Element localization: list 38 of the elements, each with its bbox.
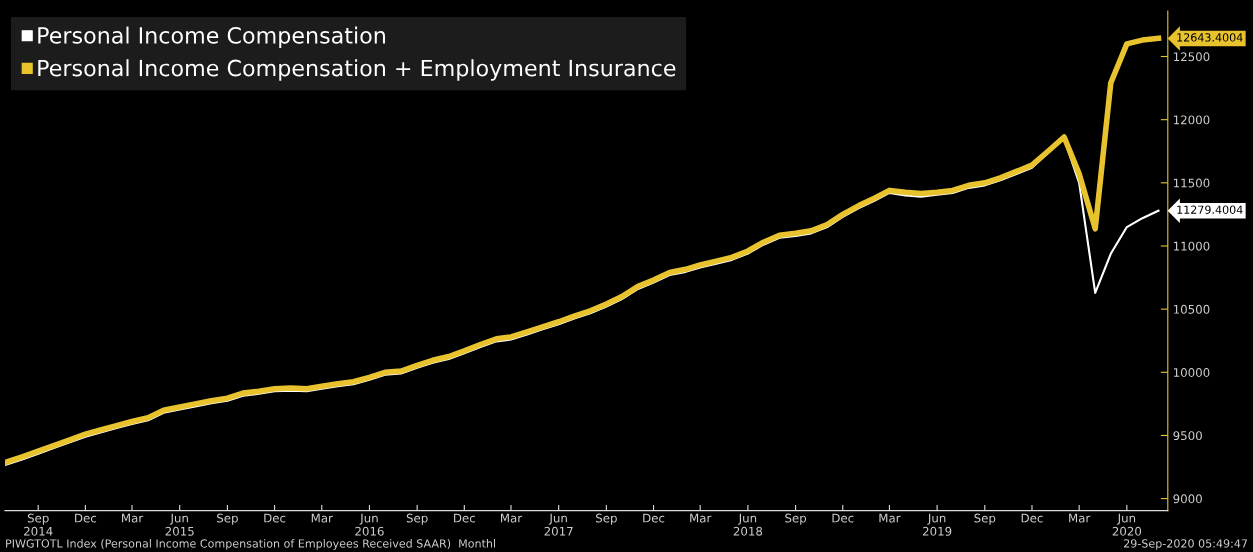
- x-tick-label: Sep 2014: [24, 513, 53, 536]
- y-tick-label: 10500: [1173, 304, 1210, 314]
- legend-label: Personal Income Compensation: [38, 26, 385, 49]
- data-label: 12643.4004: [1177, 33, 1243, 42]
- x-tick-label: Mar: [311, 513, 333, 523]
- y-tick-label: 12500: [1173, 52, 1210, 62]
- data-label: 11279.4004: [1177, 205, 1243, 214]
- x-tick-label: Sep: [596, 513, 617, 525]
- x-tick-label: Dec: [832, 513, 854, 523]
- x-tick-label: Sep: [974, 513, 996, 525]
- x-tick-label: Sep: [406, 513, 428, 525]
- text: PIWGTOTL Index (Personal Income Compensation of Employees Received SAAR) Monthl: [6, 539, 496, 550]
- x-tick-label: Jun 2015: [165, 513, 194, 536]
- x-tick-label: Dec: [643, 513, 665, 523]
- x-tick-label: Dec: [1021, 513, 1043, 523]
- x-tick-label: Jun 2017: [544, 513, 573, 536]
- x-tick-label: Jun 2020: [1112, 513, 1142, 536]
- y-tick-label: 9500: [1173, 431, 1202, 441]
- y-tick-label: 11000: [1173, 241, 1210, 251]
- x-tick-label: Dec: [75, 513, 97, 523]
- x-tick-label: Mar: [501, 513, 523, 523]
- x-tick-label: Jun 2016: [355, 513, 384, 536]
- x-tick-label: Mar: [690, 513, 712, 523]
- y-tick-label: 9000: [1173, 494, 1202, 504]
- text: 29-Sep-2020 05:49:47: [1123, 539, 1248, 550]
- x-tick-label: Jun 2018: [733, 513, 763, 536]
- y-tick-label: 10000: [1173, 368, 1210, 377]
- x-tick-label: Jun 2019: [922, 513, 952, 536]
- x-tick-label: Dec: [264, 513, 286, 523]
- x-tick-label: Mar: [879, 513, 901, 523]
- x-tick-label: Mar: [122, 513, 144, 523]
- x-tick-label: Dec: [454, 513, 476, 523]
- x-tick-label: Sep: [217, 513, 238, 525]
- y-tick-label: 11500: [1173, 178, 1210, 188]
- y-tick-label: 12000: [1173, 115, 1210, 125]
- x-tick-label: Mar: [1069, 513, 1091, 523]
- legend-label: Personal Income Compensation + Employment Insurance: [38, 59, 676, 81]
- x-tick-label: Sep: [785, 513, 807, 525]
